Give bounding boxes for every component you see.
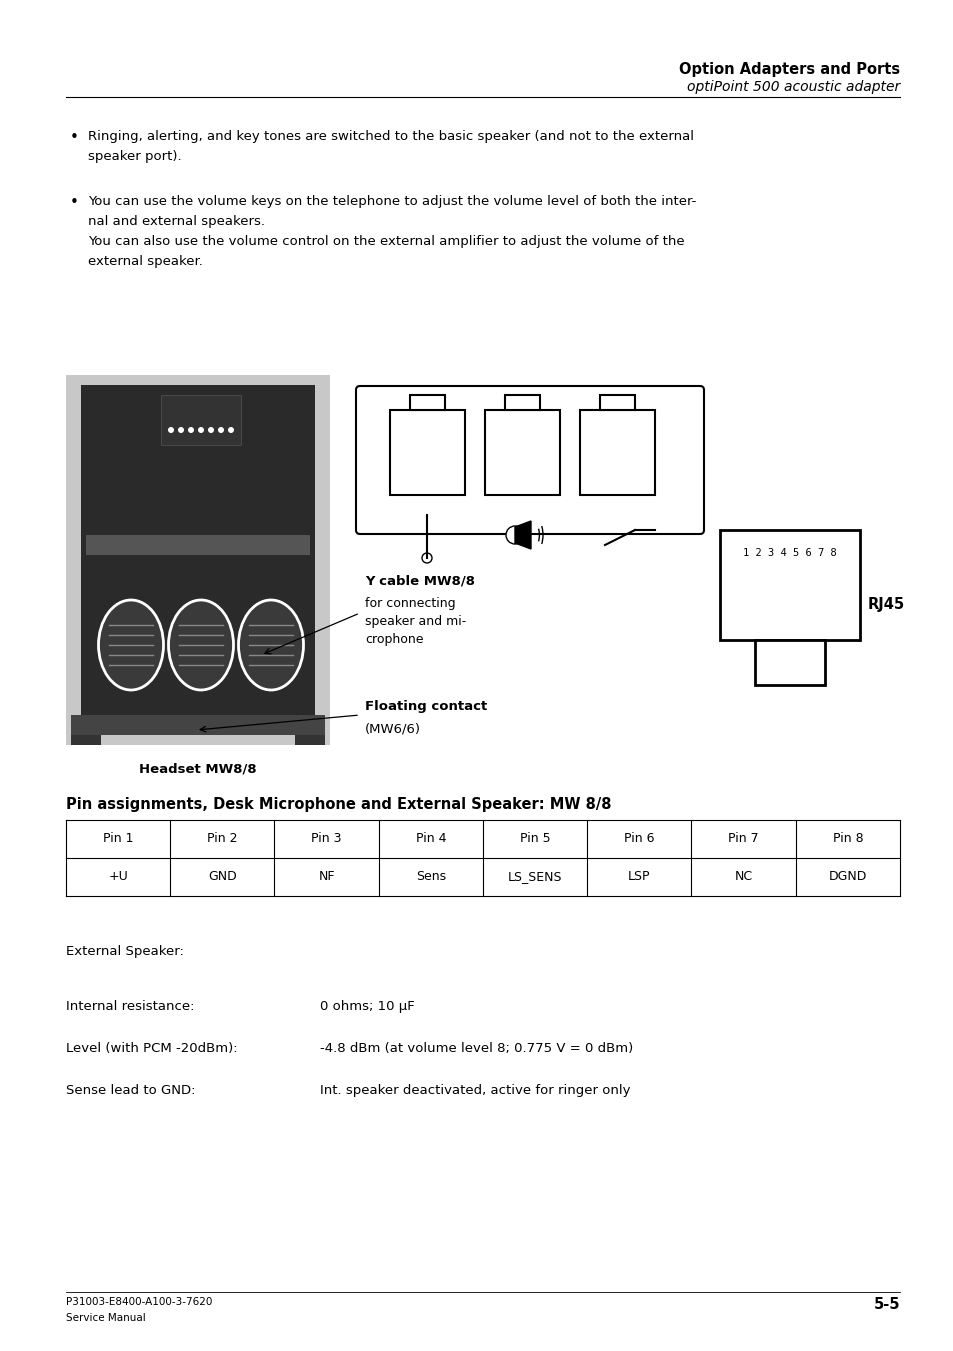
Text: Internal resistance:: Internal resistance:: [66, 1000, 194, 1013]
Text: Pin 5: Pin 5: [519, 832, 550, 846]
Bar: [504, 394, 539, 409]
Bar: [410, 394, 444, 409]
Text: RJ45: RJ45: [867, 597, 904, 612]
Text: 0 ohms; 10 μF: 0 ohms; 10 μF: [319, 1000, 415, 1013]
Text: You can use the volume keys on the telephone to adjust the volume level of both : You can use the volume keys on the telep…: [88, 195, 696, 208]
Bar: [720, 530, 859, 640]
Text: Sens: Sens: [416, 870, 445, 884]
Bar: [86, 535, 310, 555]
Text: optiPoint 500 acoustic adapter: optiPoint 500 acoustic adapter: [686, 80, 899, 95]
FancyBboxPatch shape: [355, 386, 703, 534]
Text: External Speaker:: External Speaker:: [66, 944, 184, 958]
Ellipse shape: [238, 600, 303, 690]
Bar: [579, 409, 655, 494]
Text: Int. speaker deactivated, active for ringer only: Int. speaker deactivated, active for rin…: [319, 1084, 630, 1097]
Text: NF: NF: [318, 870, 335, 884]
Bar: [484, 409, 559, 494]
Bar: [71, 715, 325, 735]
Circle shape: [178, 427, 184, 434]
Text: Sense lead to GND:: Sense lead to GND:: [66, 1084, 195, 1097]
Text: external speaker.: external speaker.: [88, 255, 203, 267]
Text: 1 2 3 4 5 6 7 8: 1 2 3 4 5 6 7 8: [742, 549, 836, 558]
Text: LS_SENS: LS_SENS: [507, 870, 561, 884]
Text: Pin 1: Pin 1: [103, 832, 133, 846]
Bar: [294, 735, 325, 744]
Circle shape: [188, 427, 193, 434]
Text: 5-5: 5-5: [873, 1297, 899, 1312]
Text: (MW6/6): (MW6/6): [365, 721, 420, 735]
Text: Ringing, alerting, and key tones are switched to the basic speaker (and not to t: Ringing, alerting, and key tones are swi…: [88, 130, 693, 143]
Text: •: •: [70, 195, 79, 209]
Text: -4.8 dBm (at volume level 8; 0.775 V = 0 dBm): -4.8 dBm (at volume level 8; 0.775 V = 0…: [319, 1042, 633, 1055]
Bar: [71, 735, 101, 744]
Polygon shape: [515, 521, 531, 549]
Text: Floating contact: Floating contact: [365, 700, 487, 713]
Circle shape: [208, 427, 213, 434]
Text: LSP: LSP: [627, 870, 650, 884]
Circle shape: [228, 427, 233, 434]
Text: Pin 6: Pin 6: [623, 832, 654, 846]
Text: Headset MW8/8: Headset MW8/8: [139, 763, 256, 775]
Bar: [66, 376, 330, 744]
Text: Level (with PCM -20dBm):: Level (with PCM -20dBm):: [66, 1042, 237, 1055]
Text: Pin 4: Pin 4: [416, 832, 446, 846]
Bar: [754, 640, 824, 685]
Text: crophone: crophone: [365, 634, 423, 646]
Bar: [81, 385, 314, 735]
Bar: [390, 409, 464, 494]
Text: Pin assignments, Desk Microphone and External Speaker: MW 8/8: Pin assignments, Desk Microphone and Ext…: [66, 797, 611, 812]
Text: Service Manual: Service Manual: [66, 1313, 146, 1323]
Text: speaker and mi-: speaker and mi-: [365, 615, 466, 628]
Text: nal and external speakers.: nal and external speakers.: [88, 215, 265, 228]
Text: Pin 3: Pin 3: [311, 832, 341, 846]
Circle shape: [218, 427, 224, 434]
Circle shape: [168, 427, 173, 434]
Text: +U: +U: [108, 870, 128, 884]
Text: speaker port).: speaker port).: [88, 150, 181, 163]
Text: for connecting: for connecting: [365, 597, 456, 611]
Circle shape: [421, 553, 432, 563]
Text: You can also use the volume control on the external amplifier to adjust the volu: You can also use the volume control on t…: [88, 235, 684, 249]
Bar: [599, 394, 635, 409]
Text: Pin 8: Pin 8: [832, 832, 862, 846]
Text: P31003-E8400-A100-3-7620: P31003-E8400-A100-3-7620: [66, 1297, 213, 1306]
Bar: [161, 394, 241, 444]
Text: •: •: [70, 130, 79, 145]
Text: GND: GND: [208, 870, 236, 884]
Ellipse shape: [98, 600, 163, 690]
Text: Pin 7: Pin 7: [727, 832, 759, 846]
Text: Pin 2: Pin 2: [207, 832, 237, 846]
Text: Option Adapters and Ports: Option Adapters and Ports: [679, 62, 899, 77]
Circle shape: [505, 526, 523, 544]
Ellipse shape: [169, 600, 233, 690]
Circle shape: [198, 427, 204, 434]
Text: Y cable MW8/8: Y cable MW8/8: [365, 576, 475, 588]
Text: NC: NC: [734, 870, 752, 884]
Text: DGND: DGND: [828, 870, 866, 884]
